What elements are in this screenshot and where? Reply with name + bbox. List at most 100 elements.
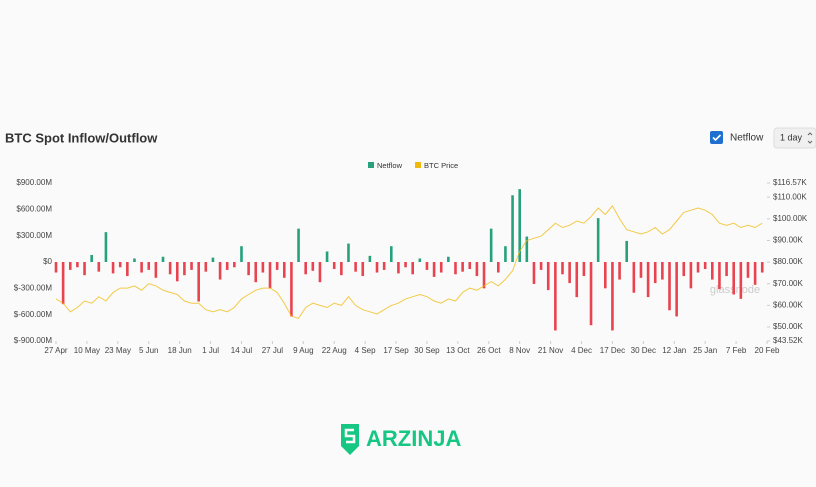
bar — [604, 262, 607, 289]
x-tick-label: 4 Dec — [571, 346, 592, 355]
bar — [611, 262, 614, 331]
bar — [325, 251, 329, 262]
y2-tick-label: $116.57K — [773, 178, 807, 187]
bar — [653, 262, 657, 284]
x-tick-label: 9 Aug — [293, 346, 313, 355]
bar — [104, 232, 108, 262]
bar — [746, 262, 750, 278]
bar — [561, 262, 564, 275]
bar — [418, 258, 422, 262]
x-tick-label: 7 Feb — [726, 346, 747, 355]
bar — [675, 262, 678, 317]
x-tick-label: 26 Oct — [477, 346, 501, 355]
x-tick-label: 8 Nov — [509, 346, 530, 355]
bar — [361, 262, 365, 277]
legend: Netflow BTC Price — [368, 161, 458, 170]
bar — [525, 236, 529, 262]
bar — [147, 262, 151, 270]
bar — [340, 262, 343, 276]
bar — [568, 262, 571, 284]
checkbox[interactable] — [710, 131, 723, 144]
bar — [554, 262, 557, 331]
bar — [661, 262, 664, 280]
bar — [411, 262, 414, 275]
bar — [211, 257, 215, 262]
bar — [90, 254, 93, 262]
bar — [532, 262, 536, 284]
bar — [682, 262, 686, 277]
y2-tick-label: $70.00K — [773, 279, 803, 288]
x-tick-label: 18 Jun — [168, 346, 192, 355]
bar — [482, 262, 486, 289]
y2-tick-label: $50.00K — [773, 322, 803, 331]
bar — [382, 262, 386, 270]
x-tick-label: 17 Sep — [383, 346, 409, 355]
x-tick-label: 27 Apr — [44, 346, 67, 355]
bar — [425, 262, 429, 270]
bar — [375, 262, 379, 273]
y2-tick-label: $80.00K — [773, 257, 803, 266]
bar — [639, 262, 643, 278]
y2-tick-label: $43.52K — [773, 336, 803, 345]
bar — [439, 262, 443, 273]
bar — [397, 262, 400, 274]
interval-label: 1 day — [780, 132, 803, 142]
y2-tick-label: $100.00K — [773, 214, 808, 223]
y-tick-label: $-300.00M — [14, 283, 53, 292]
y-tick-label: $-900.00M — [14, 336, 53, 345]
bar — [68, 262, 72, 270]
bar — [268, 262, 272, 289]
bar — [197, 262, 200, 302]
y-tick-label: $900.00M — [16, 178, 52, 187]
y-tick-label: $0 — [43, 257, 52, 266]
bar — [718, 262, 721, 290]
bar — [332, 262, 336, 270]
bar — [61, 262, 65, 305]
bar — [54, 262, 58, 273]
x-tick-label: 12 Jan — [662, 346, 686, 355]
x-tick-label: 14 Jul — [231, 346, 253, 355]
bar — [97, 262, 101, 272]
x-tick-label: 17 Dec — [600, 346, 625, 355]
bar — [496, 262, 500, 273]
bar — [240, 246, 243, 262]
x-tick-label: 30 Sep — [414, 346, 440, 355]
bar — [468, 262, 472, 270]
bar — [454, 262, 457, 275]
x-tick-label: 22 Aug — [322, 346, 347, 355]
bar — [297, 228, 300, 262]
bar — [118, 262, 122, 268]
bar — [254, 262, 258, 283]
bar — [354, 262, 357, 272]
bar — [625, 240, 629, 262]
bar — [575, 262, 579, 298]
bar — [504, 246, 507, 262]
x-tick-label: 23 May — [105, 346, 131, 355]
bar — [290, 262, 293, 317]
x-tick-label: 20 Feb — [755, 346, 780, 355]
legend-swatch — [415, 162, 421, 168]
x-tick-label: 21 Nov — [538, 346, 563, 355]
bar — [282, 262, 286, 278]
bar — [732, 262, 736, 295]
bar — [76, 262, 79, 268]
chart-title: BTC Spot Inflow/Outflow — [5, 130, 158, 145]
logo-s — [344, 428, 356, 444]
bar — [725, 262, 728, 277]
plot: glassnode$900.00M$600.00M$300.00M$0$-300… — [14, 178, 808, 355]
bar — [696, 262, 700, 273]
x-tick-label: 4 Sep — [355, 346, 376, 355]
x-tick-label: 30 Dec — [631, 346, 656, 355]
bar — [183, 262, 186, 276]
bar — [161, 256, 165, 262]
bar — [668, 262, 671, 311]
interval-select[interactable] — [773, 127, 816, 149]
bar — [154, 262, 158, 278]
bar — [489, 228, 493, 262]
bar — [589, 262, 593, 326]
brand-logo — [341, 424, 359, 455]
bar — [368, 255, 372, 262]
bar — [233, 262, 236, 268]
